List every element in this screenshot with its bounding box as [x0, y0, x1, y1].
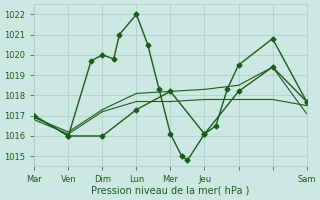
X-axis label: Pression niveau de la mer( hPa ): Pression niveau de la mer( hPa ) [91, 186, 250, 196]
